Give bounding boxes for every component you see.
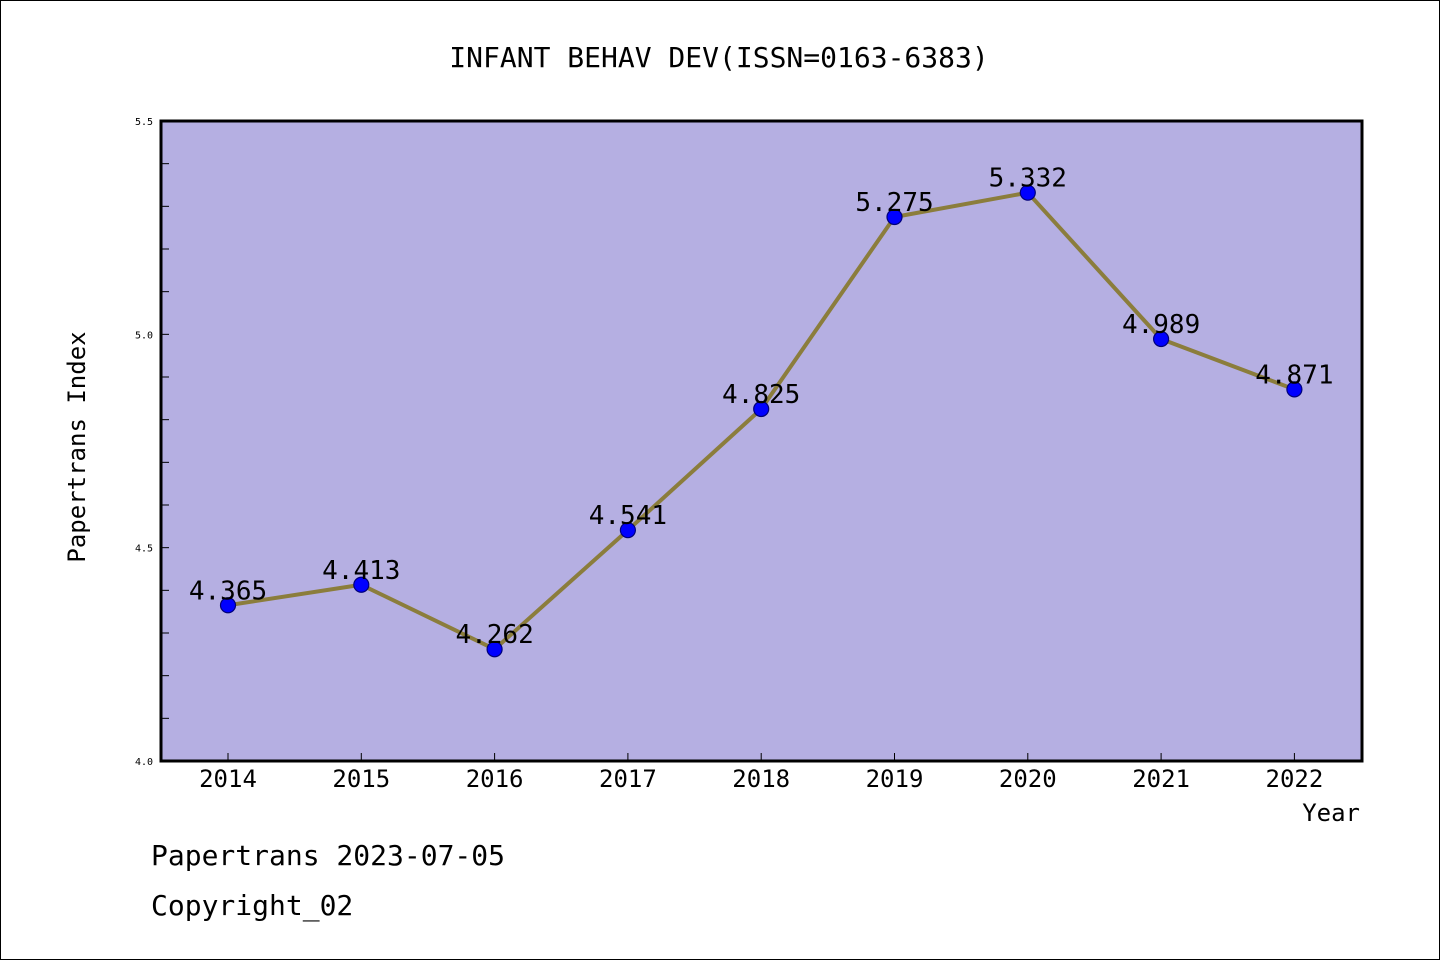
y-tick-label: 5.5 [135, 117, 153, 128]
data-label: 4.365 [189, 576, 267, 606]
data-point [1019, 184, 1036, 201]
data-label: 4.262 [455, 620, 533, 650]
x-tick-label: 2014 [199, 765, 257, 793]
data-label: 4.825 [722, 380, 800, 410]
data-point [353, 576, 370, 593]
data-label: 4.413 [322, 556, 400, 586]
x-tick-label: 2021 [1132, 765, 1190, 793]
data-labels: 4.365 4.413 4.262 4.541 4.825 5.275 5.332 4.989… [189, 164, 1334, 651]
footer-date: Papertrans 2023-07-05 [151, 839, 505, 872]
data-label: 5.332 [989, 164, 1067, 194]
data-point [886, 208, 903, 226]
x-tick-label: 2017 [599, 765, 657, 793]
plot-border [159, 119, 1364, 763]
data-label: 5.275 [855, 188, 933, 218]
data-label: 4.989 [1122, 310, 1200, 340]
data-label: 4.541 [589, 501, 667, 531]
y-tick-label: 4.5 [135, 544, 153, 555]
plot-area [161, 121, 1362, 761]
x-tick-label: 2018 [732, 765, 790, 793]
y-axis-label: Papertrans Index [63, 331, 91, 562]
footer-copyright: Copyright_02 [151, 889, 353, 923]
x-axis-label: Year [1302, 799, 1360, 827]
data-point [1152, 330, 1170, 348]
x-tick-label: 2016 [466, 765, 524, 793]
x-tick-label: 2022 [1266, 765, 1324, 793]
data-point [753, 400, 770, 418]
y-tick-label: 4.0 [135, 757, 153, 768]
data-point [1286, 381, 1303, 398]
y-tick-label: 5.0 [135, 330, 153, 341]
x-tick-label: 2019 [866, 765, 924, 793]
data-markers [219, 184, 1303, 658]
x-tick-label: 2015 [332, 765, 390, 793]
data-point [619, 522, 637, 539]
x-axis-ticks: 2014 2015 2016 2017 2018 2019 2020 2021 2022 [199, 753, 1323, 793]
data-point [219, 597, 237, 614]
data-point [486, 641, 503, 658]
data-label: 4.871 [1255, 360, 1333, 390]
chart-title: INFANT BEHAV DEV(ISSN=0163-6383) [449, 41, 988, 74]
x-tick-label: 2020 [999, 765, 1057, 793]
